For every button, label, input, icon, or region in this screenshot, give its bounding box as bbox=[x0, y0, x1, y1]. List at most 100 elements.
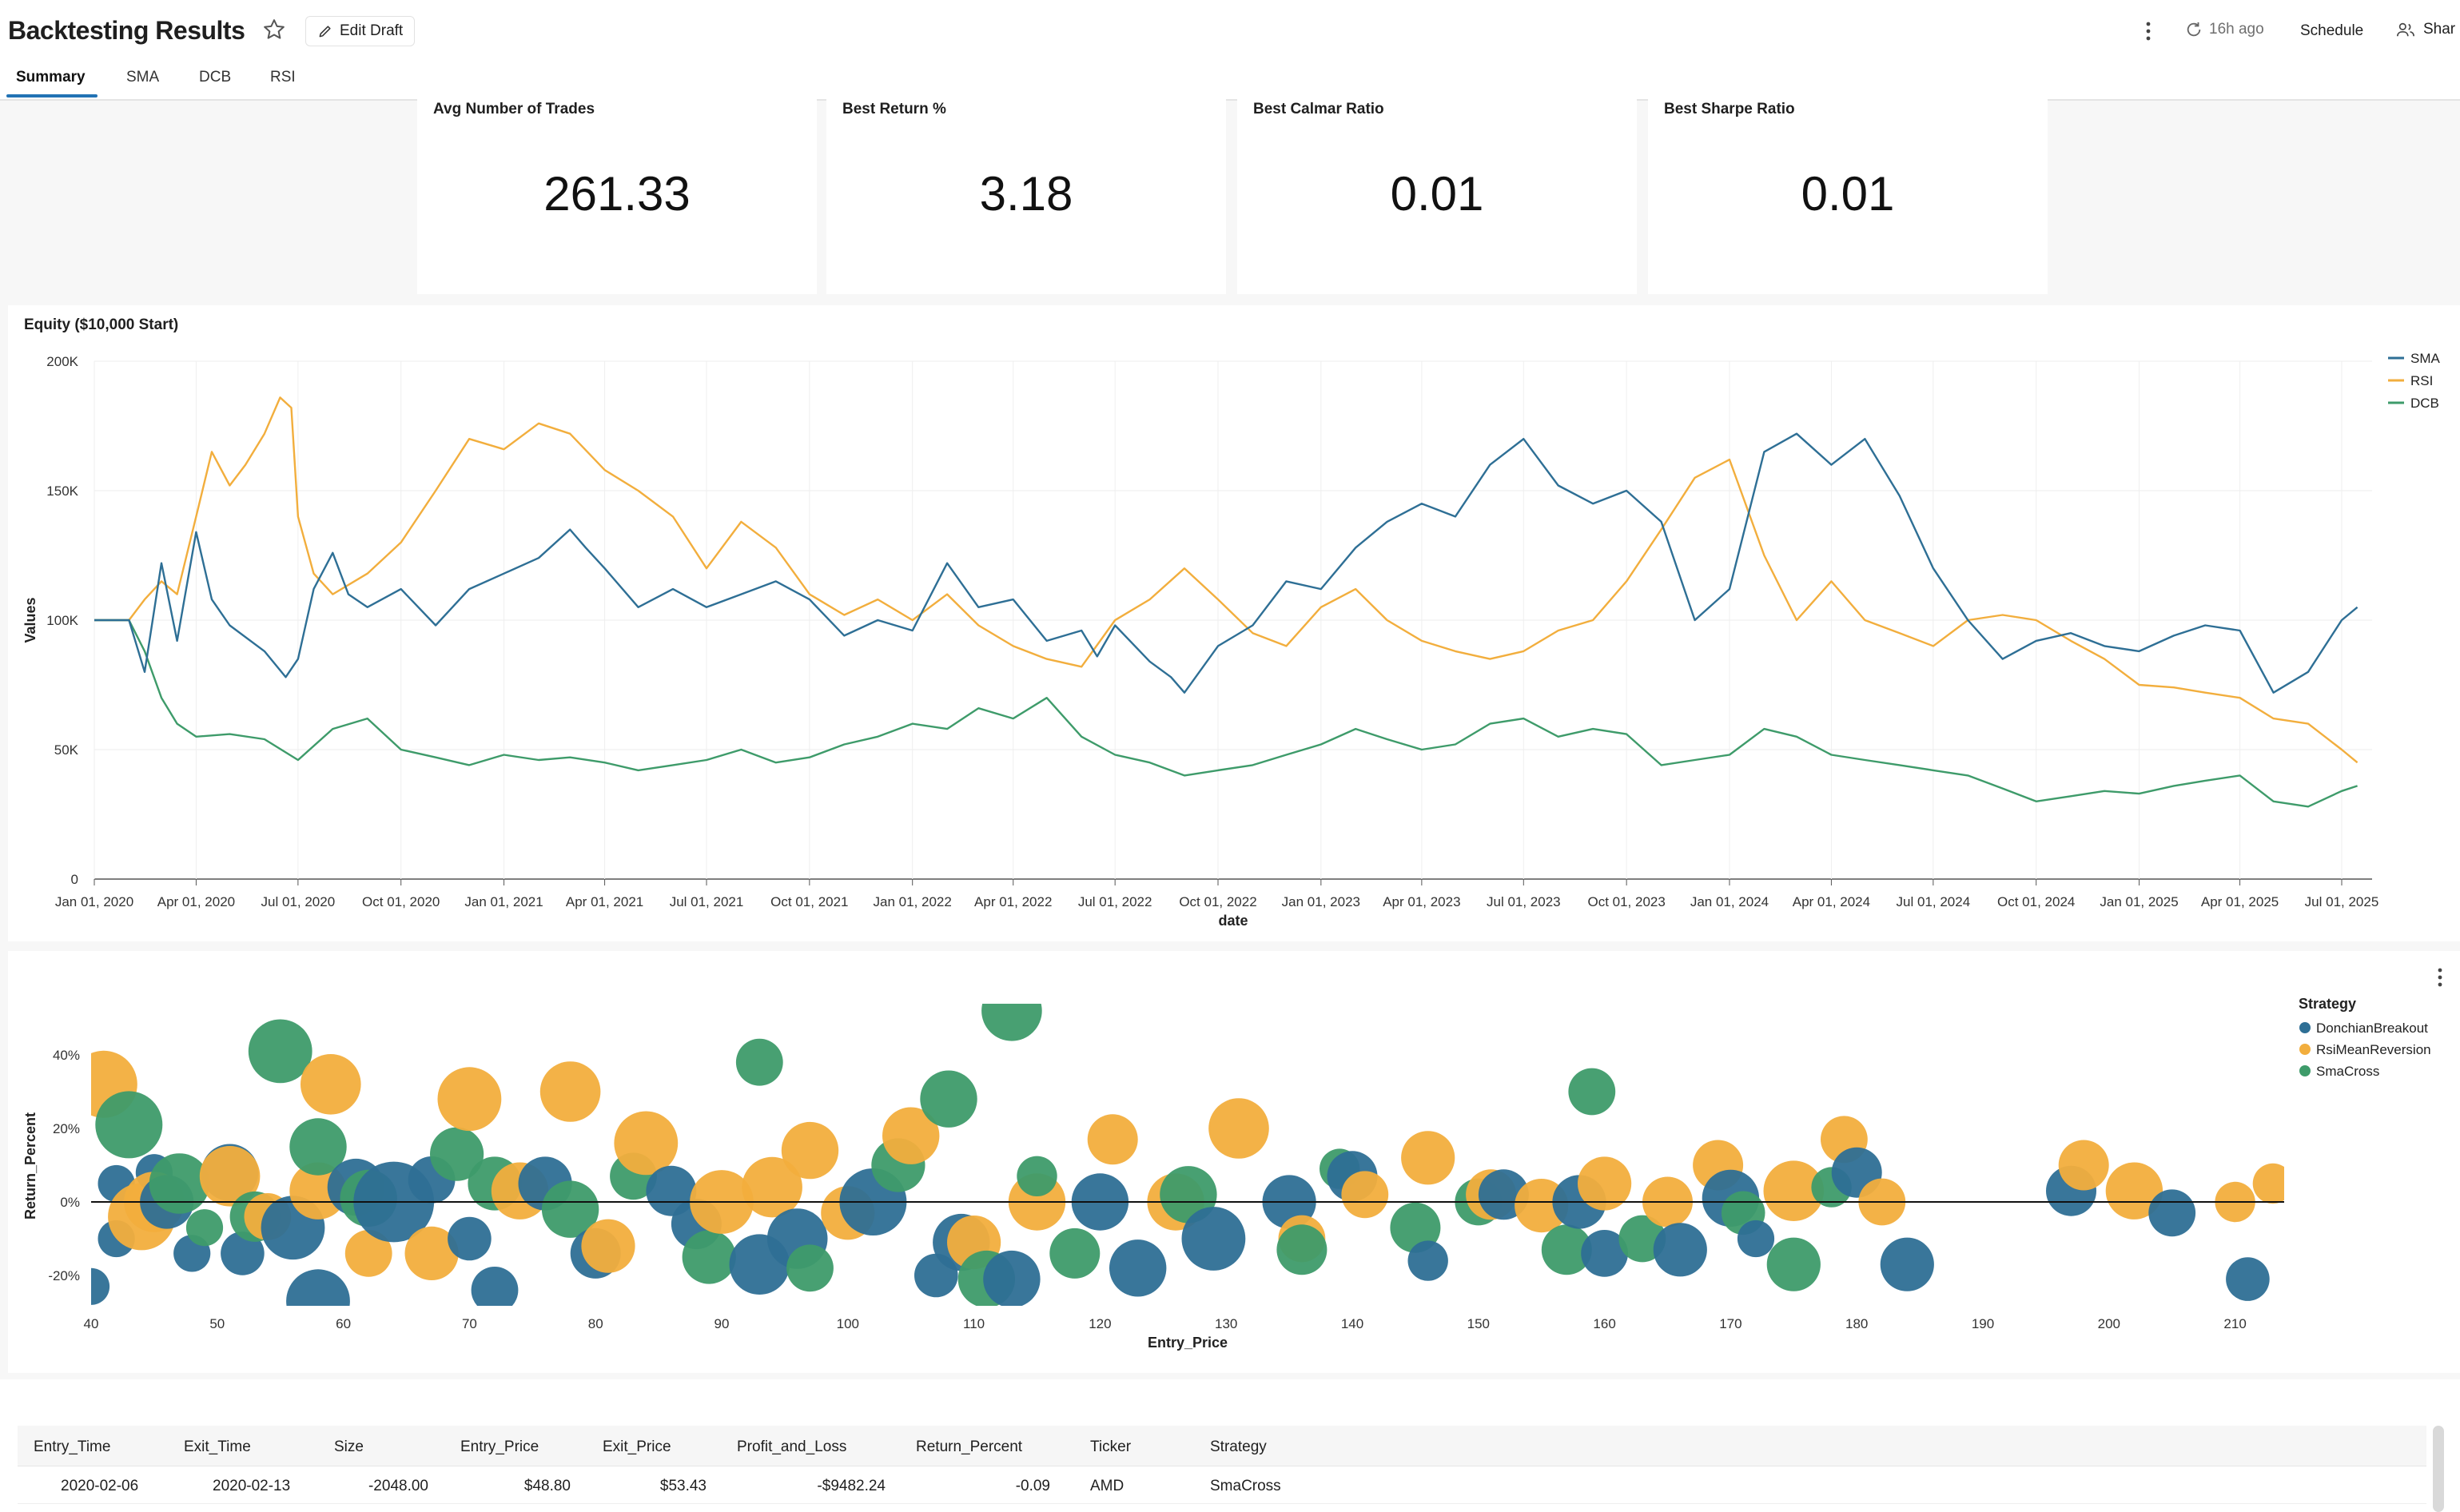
x-tick-label: Oct 01, 2021 bbox=[770, 894, 848, 909]
x-tick-label: Jul 01, 2020 bbox=[261, 894, 336, 909]
column-header[interactable]: Entry_Time bbox=[34, 1438, 111, 1455]
x-tick-label: 50 bbox=[209, 1316, 225, 1331]
bubble-smacross bbox=[430, 1127, 484, 1181]
bubble-rsimeanreversion bbox=[882, 1107, 940, 1164]
bubble-rsimeanreversion bbox=[1578, 1156, 1632, 1211]
table-cell: $48.80 bbox=[523, 1478, 571, 1494]
legend-title: Strategy bbox=[2299, 996, 2356, 1012]
bubble-smacross bbox=[95, 1091, 163, 1159]
table-cell: AMD bbox=[1090, 1478, 1125, 1494]
x-tick-label: Jan 01, 2021 bbox=[464, 894, 543, 909]
column-header[interactable]: Strategy bbox=[1210, 1438, 1267, 1455]
table-cell: $53.43 bbox=[659, 1478, 707, 1494]
column-header[interactable]: Exit_Time bbox=[184, 1438, 251, 1455]
x-tick-label: 110 bbox=[963, 1316, 985, 1331]
x-tick-label: Jan 01, 2022 bbox=[874, 894, 952, 909]
y-tick-label: 150K bbox=[46, 483, 78, 499]
schedule-button[interactable]: Schedule bbox=[2300, 22, 2364, 39]
y-tick-label: 20% bbox=[53, 1121, 80, 1136]
series-line-dcb bbox=[94, 619, 2358, 808]
trades-table-panel: Entry_Time Exit_Time Size Entry_Price Ex… bbox=[0, 1379, 2460, 1512]
share-button[interactable]: Shar bbox=[2396, 21, 2455, 38]
table-cell: 2020-02-06 bbox=[61, 1478, 139, 1494]
equity-line-chart[interactable]: 0 50K 100K 150K 200K Jan 01, 2020 Apr 01, 2020… bbox=[8, 305, 2460, 941]
bubble-rsimeanreversion bbox=[539, 1061, 601, 1122]
y-tick-label: 100K bbox=[46, 613, 78, 628]
bubble-smacross bbox=[248, 1019, 312, 1084]
tab-sma[interactable]: SMA bbox=[126, 69, 160, 86]
trades-bubble-chart[interactable]: -20% 0% 20% 40% 40 50 60 70 80 90 100 110 120 130 140 1… bbox=[8, 951, 2460, 1373]
y-tick-label: 0 bbox=[71, 872, 78, 887]
bubble-rsimeanreversion bbox=[2058, 1140, 2109, 1191]
edit-draft-label: Edit Draft bbox=[340, 22, 404, 39]
x-tick-label: Jul 01, 2023 bbox=[1487, 894, 1561, 909]
x-tick-label: Apr 01, 2023 bbox=[1383, 894, 1460, 909]
bubble-donchianbreakout bbox=[448, 1216, 492, 1261]
column-header[interactable]: Return_Percent bbox=[916, 1438, 1023, 1455]
table-scrollbar[interactable] bbox=[2433, 1426, 2444, 1512]
bubble-donchianbreakout bbox=[1181, 1207, 1246, 1271]
tab-summary[interactable]: Summary bbox=[16, 69, 86, 86]
x-tick-label: Apr 01, 2025 bbox=[2201, 894, 2279, 909]
bubble-smacross bbox=[289, 1118, 347, 1176]
bubble-rsimeanreversion bbox=[344, 1230, 392, 1277]
column-header[interactable]: Size bbox=[334, 1438, 364, 1455]
table-row[interactable]: 2020-02-06 2020-02-13 -2048.00 $48.80 $5… bbox=[18, 1466, 2426, 1504]
legend-swatch bbox=[2299, 1065, 2311, 1076]
kpi-value: 3.18 bbox=[979, 167, 1073, 221]
share-label: Shar bbox=[2423, 21, 2456, 38]
column-header[interactable]: Profit_and_Loss bbox=[737, 1438, 847, 1455]
bubbles-group bbox=[91, 1004, 2284, 1306]
star-icon[interactable] bbox=[262, 18, 286, 42]
refresh-button[interactable]: 16h ago bbox=[2185, 21, 2264, 38]
bubble-smacross bbox=[920, 1070, 977, 1128]
tab-rsi[interactable]: RSI bbox=[270, 69, 296, 86]
table-cell: SmaCross bbox=[1210, 1478, 1281, 1494]
kpi-value: 0.01 bbox=[1801, 167, 1895, 221]
column-header[interactable]: Ticker bbox=[1090, 1438, 1132, 1455]
legend-label: RsiMeanReversion bbox=[2316, 1042, 2431, 1057]
bubble-rsimeanreversion bbox=[614, 1111, 679, 1176]
table-cell: -$9482.24 bbox=[817, 1478, 886, 1494]
bubble-smacross bbox=[1541, 1224, 1592, 1275]
bubble-donchianbreakout bbox=[471, 1267, 519, 1306]
equity-chart-panel: Equity ($10,000 Start) 0 50K 100K 150K 200K J… bbox=[8, 305, 2460, 941]
x-tick-label: 120 bbox=[1089, 1316, 1111, 1331]
y-tick-label: 50K bbox=[54, 742, 79, 758]
x-tick-label: Apr 01, 2024 bbox=[1793, 894, 1870, 909]
y-axis-title: Values bbox=[22, 597, 38, 643]
edit-draft-button[interactable]: Edit Draft bbox=[305, 16, 416, 46]
kpi-value: 0.01 bbox=[1390, 167, 1484, 221]
more-options-icon[interactable] bbox=[2142, 19, 2155, 43]
column-header[interactable]: Exit_Price bbox=[603, 1438, 671, 1455]
bubble-smacross bbox=[541, 1180, 599, 1238]
bubble-rsimeanreversion bbox=[404, 1226, 459, 1280]
bubble-donchianbreakout bbox=[2148, 1189, 2196, 1237]
trades-bubble-panel: -20% 0% 20% 40% 40 50 60 70 80 90 100 110 120 130 140 1… bbox=[8, 951, 2460, 1373]
bubble-rsimeanreversion bbox=[2252, 1163, 2284, 1204]
x-tick-label: 100 bbox=[837, 1316, 859, 1331]
table-header: Entry_Time Exit_Time Size Entry_Price Ex… bbox=[18, 1426, 2426, 1466]
x-tick-label: 130 bbox=[1215, 1316, 1237, 1331]
bubble-rsimeanreversion bbox=[199, 1146, 261, 1207]
x-tick-label: Apr 01, 2020 bbox=[157, 894, 235, 909]
x-tick-label: 170 bbox=[1719, 1316, 1742, 1331]
x-tick-label: 180 bbox=[1845, 1316, 1868, 1331]
bubble-donchianbreakout bbox=[1109, 1239, 1167, 1297]
tab-dcb[interactable]: DCB bbox=[199, 69, 232, 86]
kpi-title: Best Calmar Ratio bbox=[1253, 101, 1384, 117]
chart-menu-icon[interactable] bbox=[2434, 965, 2446, 989]
x-tick-label: Jul 01, 2021 bbox=[670, 894, 744, 909]
bubble-smacross bbox=[1049, 1228, 1101, 1279]
bubble-rsimeanreversion bbox=[1763, 1160, 1825, 1221]
bubble-donchianbreakout bbox=[1407, 1240, 1448, 1281]
x-tick-label: 200 bbox=[2098, 1316, 2120, 1331]
column-header[interactable]: Entry_Price bbox=[460, 1438, 539, 1455]
y-tick-label: -20% bbox=[48, 1268, 80, 1283]
y-tick-label: 40% bbox=[53, 1048, 80, 1063]
bubble-smacross bbox=[682, 1230, 736, 1284]
x-tick-label: 140 bbox=[1341, 1316, 1363, 1331]
x-tick-label: Apr 01, 2022 bbox=[974, 894, 1052, 909]
y-tick-label: 0% bbox=[60, 1195, 80, 1210]
x-tick-label: Jan 01, 2025 bbox=[2100, 894, 2178, 909]
